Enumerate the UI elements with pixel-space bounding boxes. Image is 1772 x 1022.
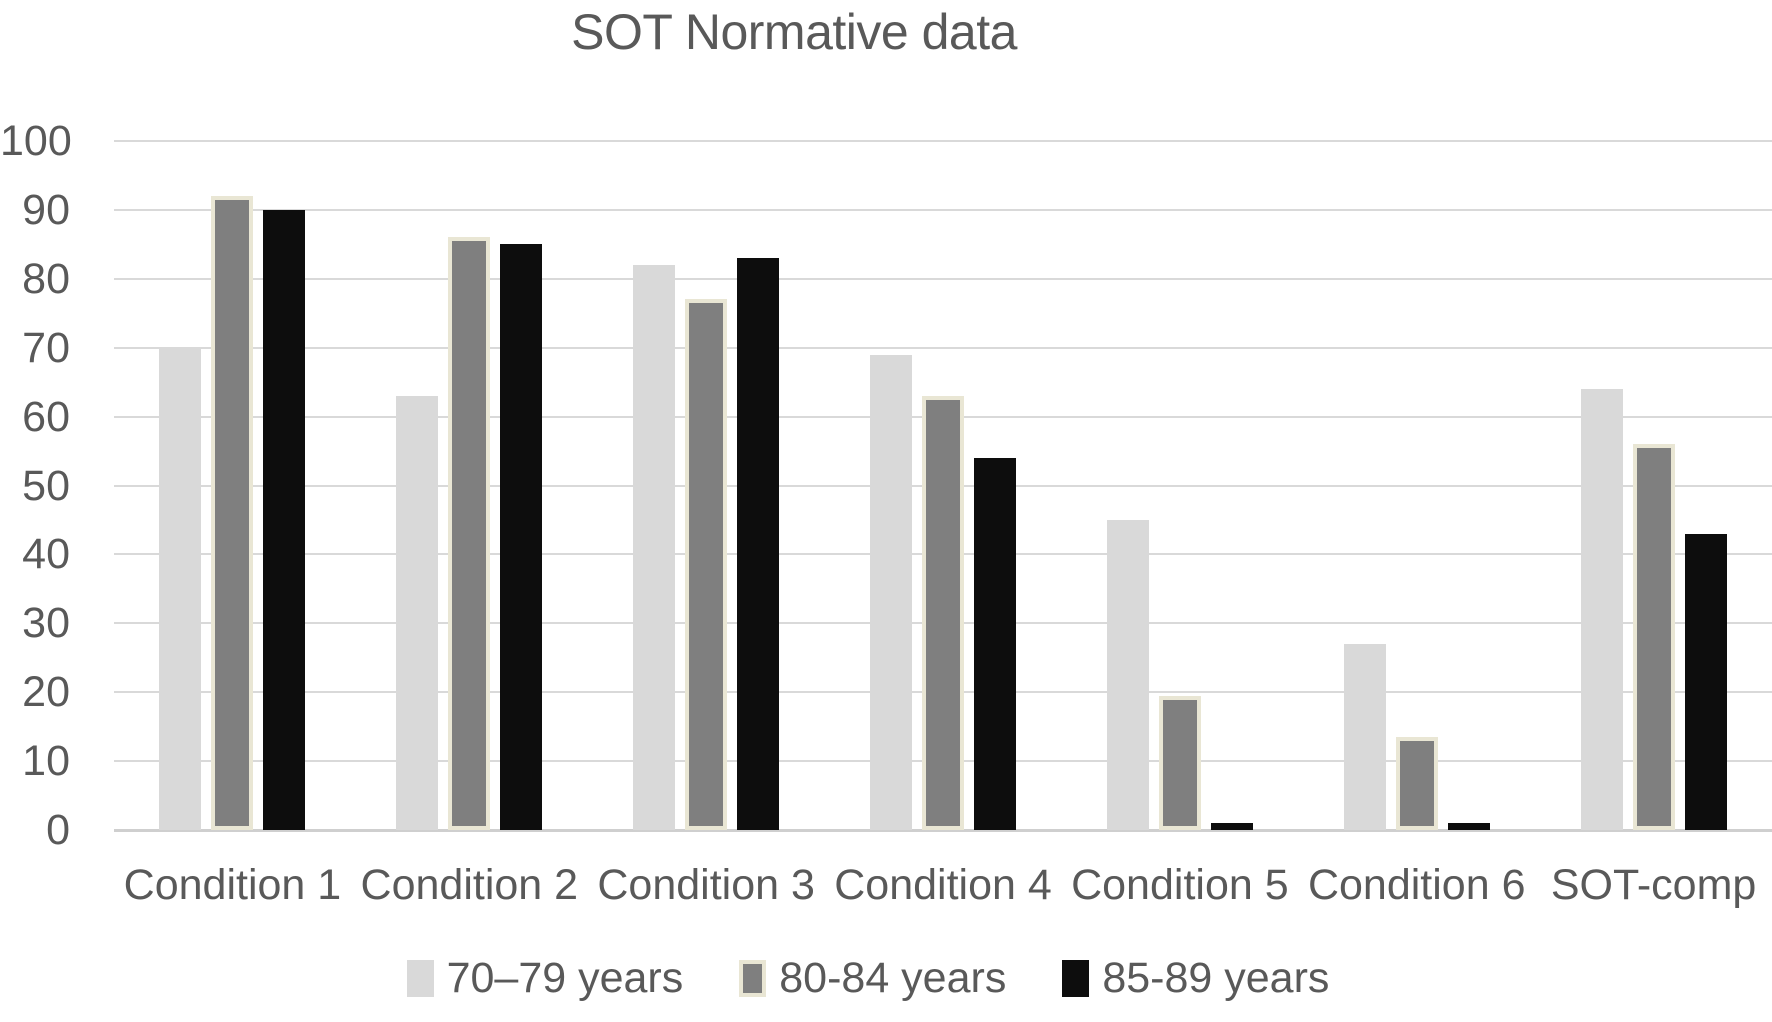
category-group-condition-6: [1298, 141, 1535, 830]
y-tick-label: 40: [22, 530, 70, 579]
bar-condition-4-80-84-years: [922, 395, 964, 830]
bar-condition-5-85-89-years: [1210, 823, 1253, 830]
legend-item-85-89-years: 85-89 years: [1062, 950, 1329, 1006]
bar-condition-4-85-89-years: [974, 457, 1016, 830]
x-axis-line: [114, 829, 1772, 832]
category-group-condition-2: [351, 141, 588, 830]
bar-condition-2-80-84-years: [448, 237, 491, 830]
y-tick-label: 90: [22, 185, 70, 234]
bar-condition-6-70-79-years: [1343, 643, 1386, 830]
chart-title: SOT Normative data: [571, 4, 1017, 60]
bar-sot-comp-80-84-years: [1632, 444, 1675, 830]
bar-condition-5-80-84-years: [1158, 695, 1201, 830]
gridline: [114, 346, 1772, 349]
y-tick-label: 50: [22, 461, 70, 510]
bar-condition-3-80-84-years: [685, 299, 728, 830]
category-group-condition-4: [825, 141, 1062, 830]
bar-condition-6-80-84-years: [1395, 737, 1438, 830]
category-group-condition-3: [588, 141, 825, 830]
bar-condition-3-85-89-years: [737, 258, 780, 830]
plot-area: [114, 140, 1772, 832]
y-tick-label: 80: [22, 254, 70, 303]
x-tick-label-condition-5: Condition 5: [1071, 861, 1289, 909]
legend-item-70-79-years: 70–79 years: [406, 950, 684, 1006]
gridline: [114, 140, 1772, 142]
bar-cluster: [633, 141, 780, 830]
x-tick-label-condition-2: Condition 2: [360, 861, 579, 909]
bar-sot-comp-85-89-years: [1684, 533, 1727, 830]
y-tick-label: 20: [22, 668, 70, 717]
y-tick-label: 30: [22, 599, 70, 648]
x-tick-label-condition-6: Condition 6: [1307, 861, 1526, 909]
bar-condition-2-85-89-years: [500, 244, 543, 830]
legend-label: 85-89 years: [1102, 954, 1330, 1002]
x-tick-label-sot-comp: SOT-comp: [1550, 861, 1757, 909]
legend-item-80-84-years: 80-84 years: [739, 950, 1006, 1006]
x-tick-label-condition-4: Condition 4: [834, 861, 1052, 909]
legend-label: 80-84 years: [779, 954, 1007, 1002]
bar-condition-4-70-79-years: [870, 354, 912, 830]
bar-cluster: [870, 141, 1016, 830]
category-group-sot-comp: [1535, 141, 1772, 830]
y-tick-label: 70: [22, 323, 70, 372]
gridline: [114, 277, 1772, 280]
bar-cluster: [159, 141, 306, 830]
bar-condition-1-70-79-years: [159, 347, 202, 830]
bar-condition-1-80-84-years: [211, 196, 254, 830]
legend: 70–79 years 80-84 years 85-89 years: [0, 950, 1736, 1006]
y-tick-label: 10: [22, 737, 70, 786]
x-tick-label-condition-1: Condition 1: [123, 861, 342, 909]
gridline: [114, 208, 1772, 211]
bar-condition-6-85-89-years: [1447, 823, 1490, 830]
bar-cluster: [1106, 141, 1253, 830]
y-axis: 100 90 80 70 60 50 40 30 20 10 0: [0, 0, 72, 1022]
bar-condition-1-85-89-years: [263, 209, 306, 830]
bar-cluster: [396, 141, 543, 830]
y-tick-label: 60: [22, 392, 70, 441]
bar-cluster: [1580, 141, 1727, 830]
bar-cluster: [1343, 141, 1490, 830]
bar-groups: [114, 141, 1772, 830]
x-axis: Condition 1 Condition 2 Condition 3 Conditi…: [114, 856, 1772, 914]
category-group-condition-5: [1061, 141, 1298, 830]
legend-swatch-80-84-years: [739, 959, 767, 997]
bar-condition-3-70-79-years: [633, 265, 676, 830]
category-group-condition-1: [114, 141, 351, 830]
legend-label: 70–79 years: [446, 954, 684, 1002]
bar-condition-2-70-79-years: [396, 395, 439, 830]
legend-swatch-70-79-years: [406, 959, 434, 997]
bar-sot-comp-70-79-years: [1580, 389, 1623, 830]
legend-swatch-85-89-years: [1062, 959, 1090, 997]
bar-condition-5-70-79-years: [1106, 519, 1149, 830]
x-tick-label-condition-3: Condition 3: [597, 861, 815, 909]
y-tick-label: 100: [0, 117, 72, 165]
y-tick-label: 0: [46, 806, 70, 854]
